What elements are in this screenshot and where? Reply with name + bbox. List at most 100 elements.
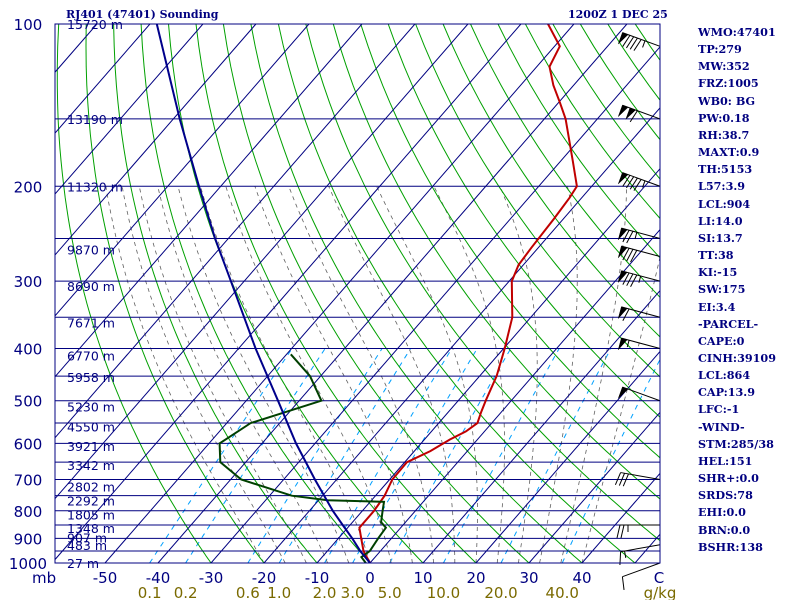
index-entry: FRZ:1005: [698, 76, 759, 91]
height-label: 2802 m: [67, 479, 115, 494]
wind-barb-pennant: [618, 104, 629, 117]
pressure-tick-label: 700: [14, 472, 43, 490]
index-entry: CAP:13.9: [698, 385, 755, 400]
temperature-tick-label: -30: [199, 569, 224, 587]
isotherm-line: [210, 46, 660, 563]
wind-barb-half-flag: [638, 275, 642, 283]
wind-barb-flag: [622, 272, 630, 285]
index-entry: PW:0.18: [698, 110, 750, 125]
isotherm-line: [55, 24, 469, 500]
wind-barb-staff: [622, 386, 661, 402]
wind-barb-pennant: [625, 107, 637, 120]
wind-barb-flag: [622, 175, 631, 187]
wind-barb-staff: [622, 104, 661, 120]
isotherm-line: [55, 24, 416, 439]
wind-barb: [618, 32, 661, 51]
isotherm-line: [55, 24, 151, 134]
pressure-tick-label: 1000: [9, 555, 47, 573]
wind-barb-staff: [620, 544, 661, 553]
wind-barb-flag: [622, 473, 629, 487]
mixing-ratio-line: [324, 348, 453, 563]
moist-adiabat-line: [376, 186, 478, 563]
isotherm-line: [369, 228, 660, 563]
height-label: 3342 m: [67, 458, 115, 473]
wind-barb-flag: [629, 177, 638, 190]
wind-barb-pennant: [618, 32, 629, 45]
index-entry: CINH:39109: [698, 350, 776, 365]
isotherm-line: [263, 107, 660, 563]
wind-barb-staff: [621, 270, 661, 282]
wind-barb-flag: [620, 524, 625, 539]
index-entry: SI:13.7: [698, 230, 743, 245]
mixing-ratio-line: [500, 348, 612, 563]
pressure-unit-label: mb: [32, 569, 56, 587]
wind-barb: [618, 270, 661, 287]
wind-barb-flag: [622, 35, 631, 47]
wind-barb: [618, 104, 661, 123]
pressure-tick-label: 100: [14, 16, 43, 34]
wind-barb-flag: [629, 110, 638, 123]
wind-barb-pennant: [618, 306, 628, 319]
wind-barb-flag: [621, 576, 625, 590]
wind-barb-flag: [630, 274, 638, 287]
height-label: 1348 m: [67, 521, 115, 536]
temperature-tick-label: -20: [252, 569, 277, 587]
index-entry: HEL:151: [698, 453, 753, 468]
isotherm-line: [422, 289, 660, 563]
wind-barb-staff: [621, 337, 661, 349]
isotherm-line: [55, 24, 522, 561]
temperature-tick-label: -10: [305, 569, 330, 587]
index-entry: EHI:0.0: [698, 505, 746, 520]
mixing-ratio-tick-label: 20.0: [484, 584, 517, 600]
wind-barb-flag: [630, 250, 638, 263]
wind-barb: [616, 524, 660, 539]
wind-barb-half-flag: [626, 340, 630, 348]
height-label: 1805 m: [67, 507, 115, 522]
wind-barb-flag: [618, 473, 626, 486]
temperature-unit-label: C: [654, 569, 664, 587]
moist-adiabat-line: [288, 186, 434, 563]
pressure-tick-label: 200: [14, 178, 43, 196]
wind-barb: [618, 337, 661, 350]
mixing-ratio-tick-label: 0.1: [138, 584, 162, 600]
temperature-tick-label: 20: [466, 569, 485, 587]
mixing-ratio-tick-label: 10.0: [427, 584, 460, 600]
index-entry: RH:38.7: [698, 127, 750, 142]
wind-barb-staff: [620, 472, 661, 481]
mixing-ratio-lines: [149, 348, 660, 563]
height-label: 2292 m: [67, 494, 115, 509]
isotherms: [55, 24, 660, 563]
pressure-tick-label: 400: [14, 341, 43, 359]
wind-barb-flag: [616, 524, 621, 539]
chart-title: RJ401 (47401) Sounding: [66, 8, 219, 21]
index-entry: KI:-15: [698, 265, 738, 280]
index-entry: BSHR:138: [698, 539, 763, 554]
isotherm-line: [55, 24, 310, 317]
wind-barb-flag: [626, 273, 634, 286]
wind-barb-pennant: [618, 337, 628, 350]
height-label: 8690 m: [67, 279, 115, 294]
index-entry: TH:5153: [698, 162, 753, 177]
moist-adiabat-line: [433, 186, 505, 563]
index-entry: EI:3.4: [698, 299, 736, 314]
mixing-ratio-tick-label: 0.2: [174, 584, 198, 600]
dry-adiabats: [56, 24, 660, 563]
mixing-ratio-tick-label: 1.0: [267, 584, 291, 600]
stability-index-panel: WMO:47401 TP:279 MW:352 FRZ:1005 WB0: BG PW:0…: [698, 24, 798, 556]
isotherm-line: [157, 24, 628, 563]
wind-barb-flag: [633, 39, 642, 51]
index-entry: TT:38: [698, 248, 734, 263]
height-label: 11320 m: [67, 179, 123, 194]
index-entry: L57:3.9: [698, 179, 746, 194]
wind-barb-flag: [622, 247, 630, 261]
moist-adiabat-line: [157, 186, 328, 563]
index-entry: -PARCEL-: [698, 316, 759, 331]
wind-barb-staff: [621, 306, 661, 318]
dry-adiabat-line: [250, 24, 583, 563]
mixing-ratio-line: [561, 358, 660, 563]
pressure-tick-label: 600: [14, 435, 43, 453]
temperature-tick-label: 0: [365, 569, 375, 587]
mixing-ratio-tick-label: 0.6: [236, 584, 260, 600]
mixing-ratio-line: [442, 348, 560, 563]
